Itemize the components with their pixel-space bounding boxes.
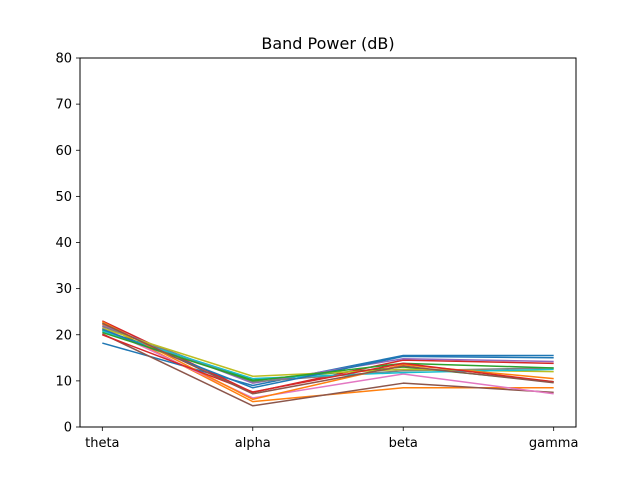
series-layer — [101, 320, 554, 407]
y-tick-label-0: 0 — [64, 421, 72, 436]
y-tick-label-70: 70 — [55, 98, 72, 113]
series-line-12 — [101, 321, 554, 401]
series-line-15 — [102, 322, 554, 395]
series-line-14 — [102, 334, 554, 393]
x-tick-label-gamma: gamma — [529, 436, 579, 451]
y-tick-label-10: 10 — [55, 374, 72, 389]
series-line-13 — [102, 331, 554, 382]
x-tick-label-theta: theta — [85, 436, 119, 451]
x-tick-label-alpha: alpha — [235, 436, 271, 451]
chart-title: Band Power (dB) — [261, 34, 394, 53]
y-tick-label-50: 50 — [55, 190, 72, 205]
y-tick-label-40: 40 — [55, 236, 72, 251]
y-tick-label-60: 60 — [55, 144, 72, 159]
y-tick-label-20: 20 — [55, 328, 72, 343]
series-line-6 — [101, 333, 554, 407]
y-tick-label-80: 80 — [55, 52, 72, 67]
axis-layer: theta alpha beta gamma 0 10 20 30 40 50 60 70 80 — [55, 52, 578, 452]
y-tick-label-30: 30 — [55, 282, 72, 297]
x-tick-label-beta: beta — [389, 436, 418, 451]
